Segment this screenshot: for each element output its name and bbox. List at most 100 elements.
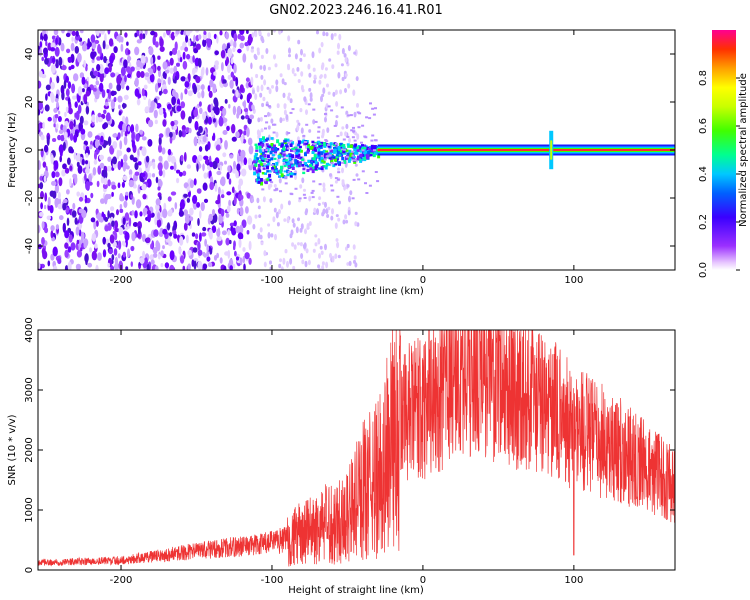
spectrogram-cell	[353, 139, 357, 142]
spectrogram-cell	[213, 71, 217, 76]
spectrogram-cell	[237, 232, 243, 240]
spectrogram-cell	[183, 193, 189, 198]
spectrogram-cell	[263, 64, 266, 72]
spectrogram-cell	[203, 155, 209, 160]
spectrogram-cell	[169, 131, 173, 138]
spectrogram-cell	[270, 137, 274, 140]
spectrogram-cell	[198, 125, 203, 134]
spectrogram-cell	[239, 84, 244, 93]
spectrogram-cell	[237, 183, 241, 191]
spectrogram-cell	[97, 252, 102, 261]
spectrogram-cell	[246, 30, 249, 34]
spectrogram-cell	[75, 110, 80, 121]
spectrogram-cell	[41, 56, 44, 62]
spectrogram-cell	[40, 191, 44, 200]
spectrogram-cell	[128, 217, 132, 227]
spectrogram-cell	[276, 170, 280, 174]
spectrogram-cell	[51, 180, 57, 186]
spectrogram-cell	[212, 132, 216, 141]
spectrogram-cell	[141, 183, 147, 191]
spectrogram-cell	[136, 39, 142, 44]
spectrogram-cell	[239, 206, 244, 217]
spectrogram-cell	[352, 126, 355, 129]
spectrogram-cell	[41, 248, 46, 255]
spectrogram-cell	[340, 63, 344, 67]
spectrogram-cell	[340, 106, 344, 109]
spectrogram-cell	[336, 241, 340, 249]
spectrogram-cell	[336, 195, 340, 198]
spectrogram-cell	[208, 228, 213, 238]
spectrogram-cell	[160, 263, 164, 268]
spectrogram-cell	[38, 70, 43, 78]
spectrogram-cell	[93, 220, 97, 230]
spectrogram-cell	[289, 174, 293, 178]
spectrogram-cell	[43, 175, 47, 183]
spectrogram-cell	[73, 134, 78, 143]
spectrogram-cell	[147, 139, 153, 147]
spectrogram-cell	[255, 169, 259, 174]
spectrogram-cell	[45, 84, 51, 91]
spectrogram-cell	[71, 36, 74, 42]
spectrogram-cell	[302, 139, 306, 143]
spectrogram-cell	[354, 143, 358, 148]
spectrogram-cell	[308, 221, 312, 226]
spectrogram-cell	[230, 71, 234, 78]
spectrogram-cell	[282, 146, 285, 150]
spectrogram-cell	[227, 47, 233, 58]
spectrogram-cell	[127, 55, 132, 62]
spectrogram-cell	[259, 155, 263, 159]
spectrogram-cell	[83, 144, 86, 151]
spectrogram-cell	[203, 172, 208, 179]
spectrogram-cell	[214, 182, 218, 192]
spectrogram-cell	[69, 121, 74, 130]
spectrogram-cell	[273, 54, 276, 60]
spectrogram-cell	[233, 196, 237, 206]
spectrogram-cell	[138, 226, 141, 236]
spectrogram-cell	[85, 167, 90, 174]
spectrogram-cell	[346, 184, 350, 188]
spectrogram-cell	[280, 143, 284, 146]
spectrogram-cell	[331, 149, 335, 153]
spectrogram-cell	[331, 155, 335, 158]
spectrogram-cell	[287, 92, 291, 97]
spectrogram-cell	[127, 49, 131, 55]
spectrogram-cell	[212, 83, 217, 94]
spectrogram-cell	[247, 137, 253, 146]
spectrogram-cell	[273, 157, 277, 160]
spectrogram-cell	[312, 160, 316, 164]
spectrogram-cell	[294, 53, 298, 60]
spectrogram-cell	[180, 76, 186, 82]
spectrogram-cell	[311, 51, 315, 59]
spectrogram-cell	[337, 217, 341, 222]
spectrogram-cell	[70, 64, 75, 70]
spectrogram-cell	[140, 172, 146, 178]
spectrogram-cell	[330, 215, 334, 221]
spectrogram-cell	[202, 163, 205, 172]
spectrogram-cell	[167, 196, 172, 202]
spectrogram-cell	[158, 107, 164, 116]
spectrogram-cell	[231, 123, 236, 134]
colorbar-gradient	[712, 30, 736, 270]
spectrogram-cell	[334, 144, 338, 147]
spectrogram-cell	[320, 41, 324, 48]
spectrogram-cell	[232, 46, 236, 53]
spectrogram-cell	[162, 169, 166, 178]
spectrogram-cell	[353, 259, 356, 264]
spectrogram-cell	[73, 119, 76, 127]
spectrogram-cell	[264, 172, 268, 175]
spectrogram-cell	[334, 253, 338, 259]
spectrogram-cell	[302, 193, 306, 196]
spectrogram-cell	[44, 227, 49, 234]
spectrogram-cell	[148, 46, 154, 56]
spectrogram-cell	[52, 138, 57, 142]
spectrogram-cell	[326, 127, 330, 133]
spectrogram-cell	[343, 53, 347, 58]
spectrogram-cell	[265, 48, 269, 54]
spectrogram-cell	[326, 152, 330, 155]
spectrogram-cell	[370, 139, 374, 142]
spectrogram-cell	[86, 76, 90, 82]
spectrogram-cell	[297, 164, 301, 168]
spectrogram-cell	[283, 82, 287, 86]
spectrogram-cell	[344, 156, 348, 161]
spectrogram-cell	[108, 82, 113, 90]
